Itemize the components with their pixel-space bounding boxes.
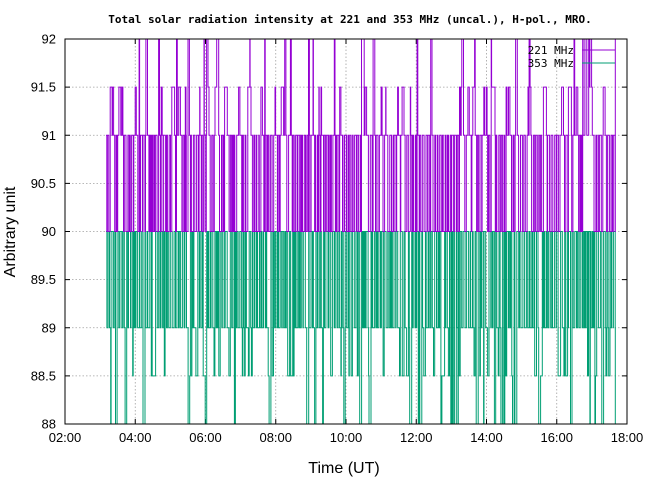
y-tick-label: 89 (42, 320, 56, 335)
x-tick-label: 10:00 (330, 430, 363, 445)
x-tick-label: 02:00 (49, 430, 82, 445)
y-tick-label: 90.5 (31, 176, 56, 191)
x-tick-label: 14:00 (470, 430, 503, 445)
series-221-mhz-line (106, 39, 616, 232)
legend-label: 221 MHz (528, 44, 574, 57)
chart-title: Total solar radiation intensity at 221 a… (108, 13, 591, 26)
y-tick-label: 92 (42, 32, 56, 47)
x-tick-label: 12:00 (400, 430, 433, 445)
y-tick-label: 88 (42, 417, 56, 432)
y-tick-label: 91.5 (31, 80, 56, 95)
tick-labels: 02:00 04:00 06:00 08:00 10:00 12:00 14:00 16:00… (31, 32, 644, 446)
series-353-mhz-line (106, 231, 616, 424)
x-tick-label: 18:00 (611, 430, 644, 445)
legend-label: 353 MHz (528, 57, 574, 70)
series-group (106, 39, 616, 424)
x-tick-label: 16:00 (540, 430, 573, 445)
plot-border (64, 38, 628, 425)
y-axis-label: Arbitrary unit (2, 186, 19, 277)
y-tick-label: 89.5 (31, 272, 56, 287)
x-axis-label: Time (UT) (308, 460, 379, 477)
x-tick-label: 06:00 (189, 430, 222, 445)
y-tick-label: 90 (42, 224, 56, 239)
x-tick-label: 08:00 (259, 430, 292, 445)
y-tick-label: 88.5 (31, 368, 56, 383)
y-tick-label: 91 (42, 128, 56, 143)
x-tick-label: 04:00 (119, 430, 152, 445)
